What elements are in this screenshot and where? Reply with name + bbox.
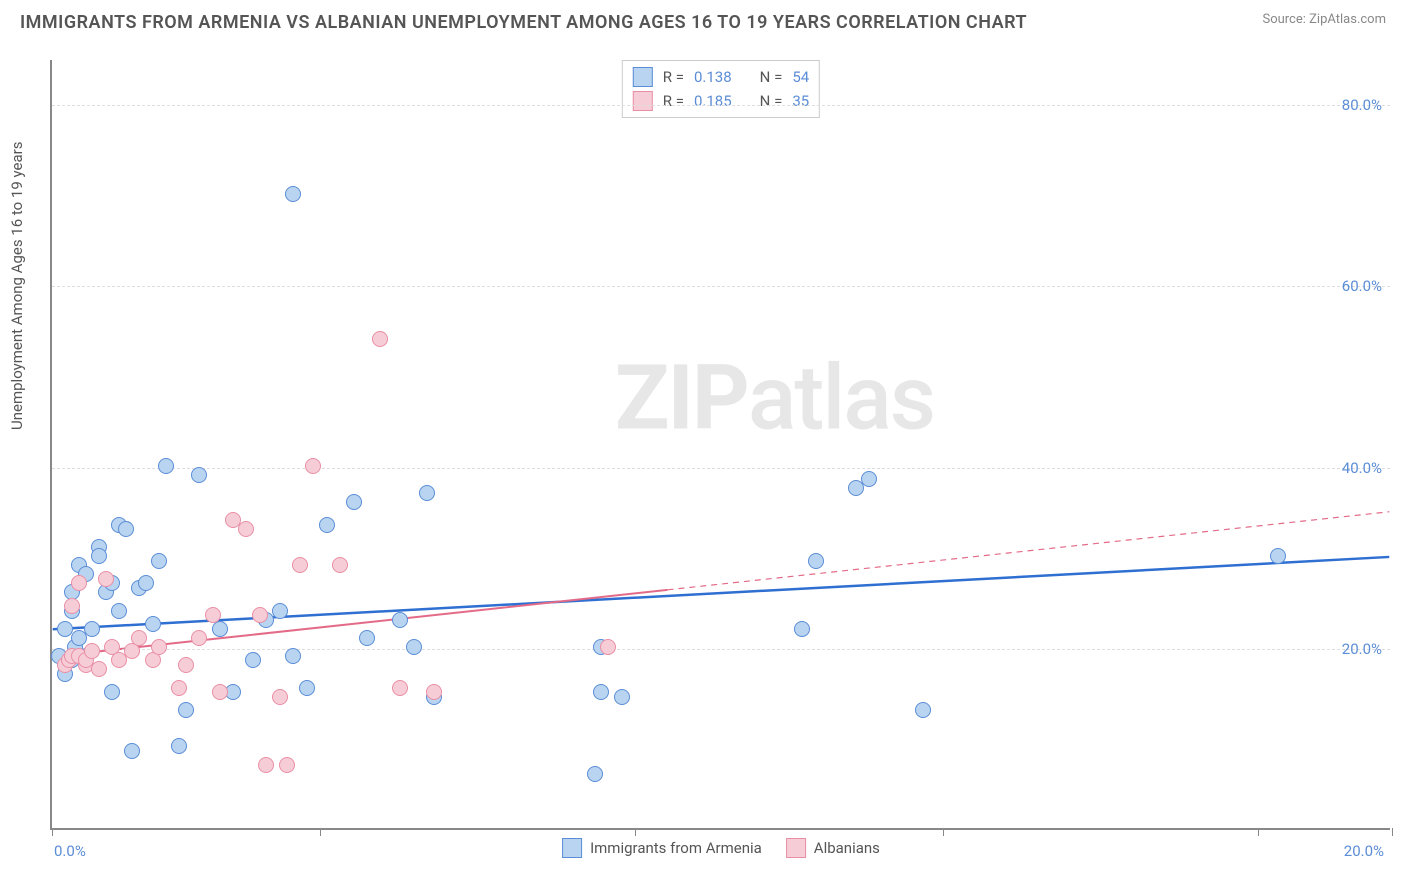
stat-r-value: 0.138 [694,68,732,86]
data-point [794,621,810,637]
stat-r-value: 0.185 [694,92,732,110]
data-point [252,607,268,623]
data-point [392,612,408,628]
watermark: ZIPatlas [615,345,934,450]
gridline [52,468,1390,469]
stats-legend-box: R = 0.138 N = 54 R = 0.185 N = 35 [622,60,820,118]
y-tick-label: 40.0% [1342,459,1382,477]
data-point [332,557,348,573]
data-point [171,738,187,754]
data-point [346,494,362,510]
data-point [1270,548,1286,564]
data-point [124,743,140,759]
x-tick-label-min: 0.0% [54,842,86,860]
data-point [285,186,301,202]
data-point [245,652,261,668]
data-point [178,657,194,673]
x-tick [320,828,321,836]
legend-label: Immigrants from Armenia [590,839,762,857]
data-point [279,757,295,773]
data-point [191,630,207,646]
data-point [600,639,616,655]
data-point [205,607,221,623]
data-point [238,521,254,537]
data-point [84,621,100,637]
y-axis-label: Unemployment Among Ages 16 to 19 years [8,142,26,430]
stat-r-label: R = [663,92,684,110]
series-swatch [633,91,653,111]
source-label: Source: ZipAtlas.com [1262,12,1386,27]
gridline [52,286,1390,287]
data-point [258,757,274,773]
data-point [593,684,609,700]
data-point [272,689,288,705]
x-tick [52,828,53,836]
x-tick [1392,828,1393,836]
y-tick-label: 20.0% [1342,640,1382,658]
legend-item: Immigrants from Armenia [562,838,762,858]
data-point [64,598,80,614]
data-point [915,702,931,718]
stat-n-label: N = [760,92,783,110]
data-point [299,680,315,696]
gridline [52,105,1390,106]
data-point [131,630,147,646]
data-point [426,684,442,700]
data-point [71,575,87,591]
data-point [212,684,228,700]
legend-item: Albanians [786,838,880,858]
x-tick-label-max: 20.0% [1344,842,1384,860]
data-point [104,684,120,700]
stats-row: R = 0.138 N = 54 [633,65,809,89]
data-point [91,661,107,677]
data-point [98,571,114,587]
x-tick [635,828,636,836]
x-tick [943,828,944,836]
data-point [212,621,228,637]
stat-n-value: 35 [792,92,809,110]
gridline [52,649,1390,650]
stat-n-label: N = [760,68,783,86]
data-point [272,603,288,619]
data-point [178,702,194,718]
data-point [305,458,321,474]
data-point [285,648,301,664]
y-tick-label: 80.0% [1342,96,1382,114]
stat-n-value: 54 [792,68,809,86]
data-point [406,639,422,655]
trend-lines [52,60,1390,828]
data-point [191,467,207,483]
data-point [158,458,174,474]
data-point [419,485,435,501]
legend-swatch [562,838,582,858]
data-point [111,603,127,619]
data-point [372,331,388,347]
data-point [151,553,167,569]
chart-title: IMMIGRANTS FROM ARMENIA VS ALBANIAN UNEM… [20,12,1027,33]
data-point [861,471,877,487]
scatter-plot: ZIPatlas R =0.138N =54R =0.185N =35 Immi… [50,60,1390,830]
stats-row: R = 0.185 N = 35 [633,89,809,113]
data-point [614,689,630,705]
data-point [151,639,167,655]
legend-swatch [786,838,806,858]
data-point [84,643,100,659]
data-point [145,616,161,632]
data-point [587,766,603,782]
series-swatch [633,67,653,87]
stat-r-label: R = [663,68,684,86]
y-tick-label: 60.0% [1342,277,1382,295]
legend-label: Albanians [814,839,880,857]
data-point [292,557,308,573]
data-point [138,575,154,591]
data-point [808,553,824,569]
data-point [118,521,134,537]
data-point [319,517,335,533]
data-point [392,680,408,696]
x-tick [1258,828,1259,836]
bottom-legend: Immigrants from Armenia Albanians [562,838,880,858]
data-point [171,680,187,696]
data-point [359,630,375,646]
data-point [91,548,107,564]
